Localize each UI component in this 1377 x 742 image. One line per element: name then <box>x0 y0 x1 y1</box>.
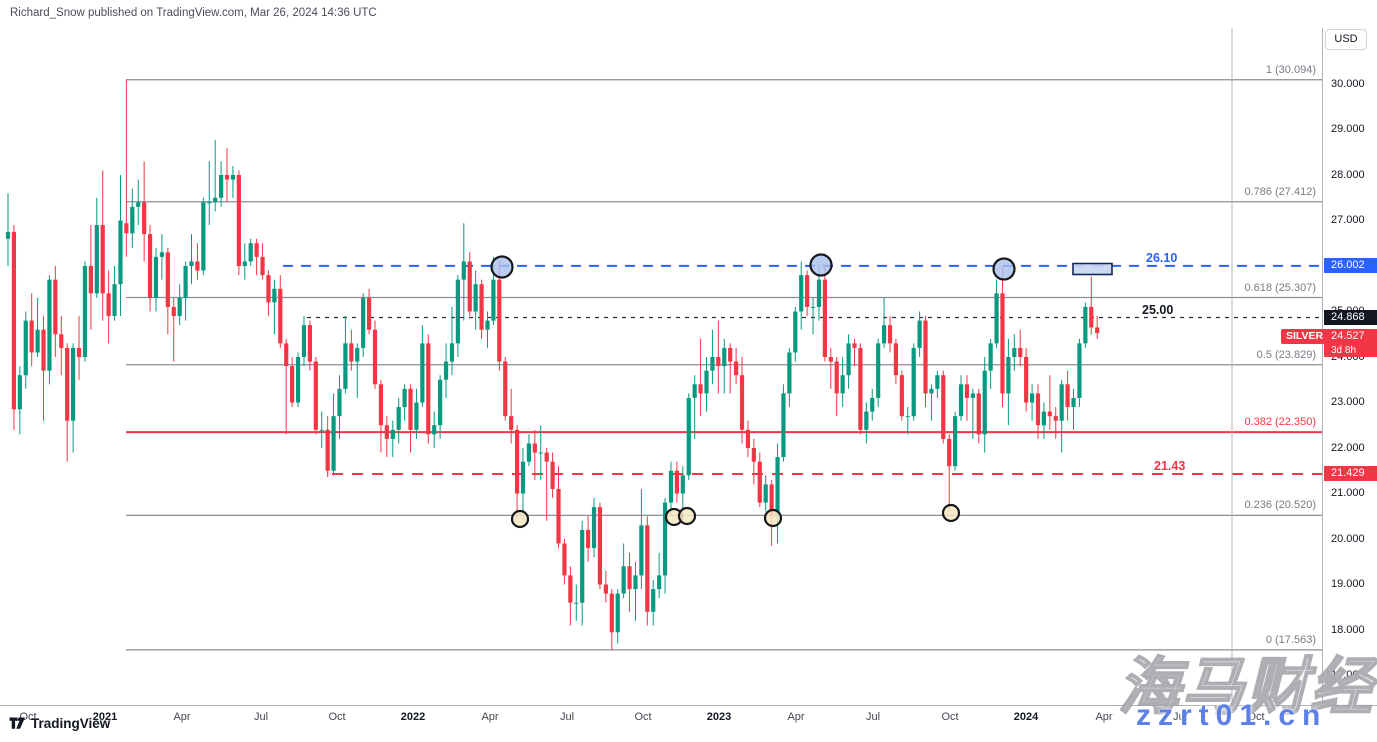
time-tick-month: Oct <box>1247 711 1265 723</box>
tradingview-logo[interactable]: TradingView <box>9 716 110 731</box>
price-tick: 22.000 <box>1331 441 1365 454</box>
time-tick-month: Apr <box>787 711 805 723</box>
watermark-chinese: 海马财经 <box>1117 652 1375 723</box>
price-tick: 20.000 <box>1331 532 1365 545</box>
yellow-circle-marker <box>677 506 697 526</box>
round-level-price-badge: 24.868 <box>1324 310 1377 325</box>
resistance-line-label[interactable]: 26.10 <box>1146 250 1178 265</box>
fib-level-label: 0.786 (27.412) <box>1244 185 1316 198</box>
time-tick-month: Apr <box>173 711 191 723</box>
time-tick-year: 2024 <box>1013 711 1039 723</box>
horizontal-level-lines[interactable] <box>283 264 1322 475</box>
price-tick: 23.000 <box>1331 396 1365 408</box>
time-tick-month: Jul <box>1172 711 1188 723</box>
round-level-line-label[interactable]: 25.00 <box>1142 302 1174 317</box>
fib-level-label: 0.382 (22.350) <box>1244 416 1316 429</box>
time-tick-month: Jul <box>253 711 269 723</box>
fib-level-label: 0.5 (23.829) <box>1256 348 1316 361</box>
price-tick: 29.000 <box>1331 123 1365 135</box>
blue-circle-marker <box>809 253 833 277</box>
resistance-price-badge: 26.002 <box>1324 258 1377 274</box>
fib-level-label: 0.236 (20.520) <box>1244 499 1316 512</box>
tradingview-logo-text: TradingView <box>31 716 111 731</box>
yellow-circle-marker <box>510 509 530 529</box>
fib-level-label: 0 (17.563) <box>1265 633 1316 646</box>
last-price-badge: 24.527 3d 8h <box>1324 329 1377 358</box>
price-tick: 18.000 <box>1331 623 1365 636</box>
time-tick-month: Jul <box>559 711 575 723</box>
blue-circle-marker <box>490 255 514 279</box>
price-tick: 17.000 <box>1331 669 1365 681</box>
tradingview-logo-icon <box>9 717 25 729</box>
time-tick-month: Apr <box>1095 711 1113 723</box>
time-tick-month: Apr <box>481 711 499 723</box>
last-price-value: 24.527 <box>1331 330 1365 343</box>
time-axis[interactable]: Oct 2021 Apr Jul Oct 2022 Apr Jul Oct 2023 Apr Jul O… <box>0 705 1377 742</box>
price-axis[interactable]: 30.00029.00028.00027.00026.00025.00024.0… <box>1322 28 1377 705</box>
support-price-badge: 21.429 <box>1324 466 1377 482</box>
markers-layer[interactable] <box>490 253 1113 529</box>
symbol-badge: SILVER <box>1281 329 1329 345</box>
time-tick-month: Oct <box>634 711 652 723</box>
price-tick: 21.000 <box>1331 487 1365 499</box>
price-tick: 30.000 <box>1331 77 1365 90</box>
published-attribution: Richard_Snow published on TradingView.co… <box>10 7 377 19</box>
fib-level-label: 0.618 (25.307) <box>1244 281 1316 294</box>
support-line-label[interactable]: 21.43 <box>1154 458 1186 473</box>
time-tick-year: 2021 <box>92 711 118 723</box>
time-tick-month: Jul <box>865 711 881 723</box>
blue-circle-marker <box>992 257 1016 281</box>
watermark-site-url: zzrt01.cn <box>1136 699 1328 732</box>
yellow-circle-marker <box>941 503 961 523</box>
price-tick: 27.000 <box>1331 214 1365 226</box>
bar-close-countdown: 3d 8h <box>1331 345 1357 357</box>
price-tick: 28.000 <box>1331 168 1365 181</box>
time-tick-year: 2023 <box>706 711 732 723</box>
yellow-circle-marker <box>763 508 783 528</box>
price-tick: 19.000 <box>1331 578 1365 590</box>
currency-toggle-button[interactable]: USD <box>1325 29 1367 50</box>
rectangle-marker <box>1072 262 1113 276</box>
time-tick-month: Oct <box>941 711 959 723</box>
time-tick-month: Oct <box>328 711 346 723</box>
time-tick-year: 2022 <box>400 711 426 723</box>
fib-level-label: 1 (30.094) <box>1265 63 1316 76</box>
candles-layer <box>5 79 1100 651</box>
